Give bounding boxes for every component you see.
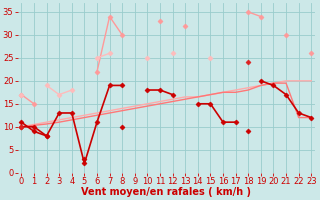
X-axis label: Vent moyen/en rafales ( km/h ): Vent moyen/en rafales ( km/h )	[81, 187, 251, 197]
